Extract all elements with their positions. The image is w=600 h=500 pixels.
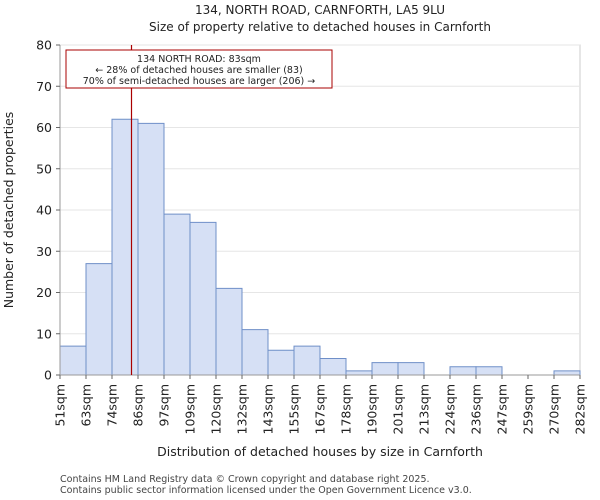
- x-tick-label: 213sqm: [417, 384, 432, 434]
- bar: [371, 362, 399, 376]
- annotation-line-2: ← 28% of detached houses are smaller (83…: [95, 65, 302, 76]
- bar: [163, 213, 191, 376]
- annotation-line-3: 70% of semi-detached houses are larger (…: [83, 76, 316, 87]
- x-tick-label: 97sqm: [157, 384, 172, 427]
- x-tick-label: 132sqm: [235, 384, 250, 434]
- x-tick-label: 167sqm: [313, 384, 328, 434]
- bar: [137, 122, 165, 376]
- x-tick-labels: 51sqm 63sqm 74sqm 86sqm 97sqm 109sqm 120sqm 132…: [53, 375, 588, 434]
- bar: [319, 358, 347, 376]
- bar: [85, 263, 113, 376]
- footer-line-2: Contains public sector information licen…: [60, 485, 472, 496]
- y-tick-labels: 0 10 20 30 40 50 60 70 80: [36, 38, 60, 383]
- x-tick-label: 63sqm: [79, 384, 94, 427]
- bar: [111, 118, 139, 376]
- footer-line-1: Contains HM Land Registry data © Crown c…: [60, 474, 430, 485]
- bar: [397, 362, 425, 376]
- y-tick-label: 30: [36, 244, 52, 259]
- x-tick-label: 259sqm: [521, 384, 536, 434]
- bar: [293, 345, 321, 376]
- bar: [215, 287, 243, 376]
- y-tick-label: 10: [36, 326, 52, 341]
- x-tick-label: 236sqm: [469, 384, 484, 434]
- x-tick-label: 109sqm: [183, 384, 198, 434]
- x-tick-label: 143sqm: [261, 384, 276, 434]
- y-tick-label: 0: [44, 368, 52, 383]
- annotation-box: [65, 49, 333, 89]
- bar: [241, 329, 269, 376]
- bar: [59, 345, 87, 376]
- bars: [59, 118, 581, 376]
- x-axis-label: Distribution of detached houses by size …: [157, 444, 483, 459]
- y-tick-label: 70: [36, 79, 52, 94]
- x-tick-label: 51sqm: [53, 384, 68, 427]
- x-tick-label: 201sqm: [391, 384, 406, 434]
- bar: [267, 349, 295, 376]
- x-tick-label: 74sqm: [105, 384, 120, 427]
- y-tick-label: 40: [36, 203, 52, 218]
- bar: [189, 221, 217, 376]
- x-tick-label: 86sqm: [131, 384, 146, 427]
- x-tick-label: 178sqm: [339, 384, 354, 434]
- y-tick-label: 60: [36, 120, 52, 135]
- x-tick-label: 120sqm: [209, 384, 224, 434]
- bar: [553, 370, 581, 376]
- y-tick-label: 80: [36, 38, 52, 53]
- annotation-line-1: 134 NORTH ROAD: 83sqm: [137, 54, 261, 65]
- y-tick-label: 20: [36, 285, 52, 300]
- y-tick-label: 50: [36, 161, 52, 176]
- x-tick-label: 190sqm: [365, 384, 380, 434]
- x-tick-label: 155sqm: [287, 384, 302, 434]
- x-tick-label: 282sqm: [573, 384, 588, 434]
- bar: [345, 370, 373, 376]
- bar: [449, 366, 477, 376]
- x-tick-label: 247sqm: [495, 384, 510, 434]
- x-tick-label: 224sqm: [443, 384, 458, 434]
- bar: [475, 366, 503, 376]
- chart-title: 134, NORTH ROAD, CARNFORTH, LA5 9LU: [195, 3, 445, 17]
- y-axis-label: Number of detached properties: [1, 112, 16, 309]
- chart-subtitle: Size of property relative to detached ho…: [149, 20, 491, 34]
- x-tick-label: 270sqm: [547, 384, 562, 434]
